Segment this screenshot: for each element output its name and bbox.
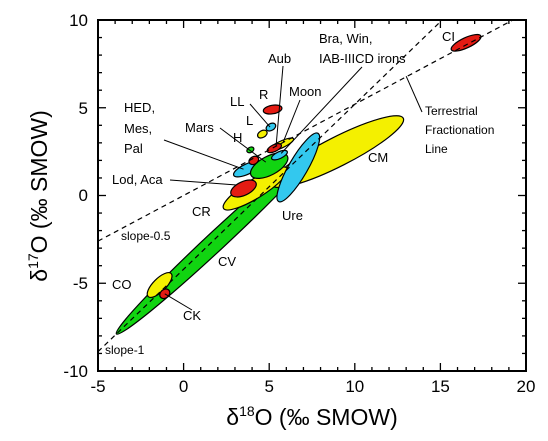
label-slope-1: slope-1 bbox=[105, 343, 145, 357]
label-moon: Moon bbox=[289, 84, 322, 99]
label-pal: Pal bbox=[124, 141, 143, 156]
label-hed: HED, bbox=[124, 100, 155, 115]
reference-lines-layer bbox=[98, 20, 515, 353]
leader-ck bbox=[164, 293, 193, 311]
y-tick-label: -5 bbox=[73, 274, 88, 293]
label-slope-0-5: slope-0.5 bbox=[121, 229, 171, 243]
region-lod-aca bbox=[230, 179, 257, 198]
label-ll: LL bbox=[230, 94, 244, 109]
leader-aub bbox=[275, 65, 284, 147]
leader-terrestrial bbox=[405, 75, 423, 113]
label-bra-win: Bra, Win, bbox=[319, 31, 372, 46]
region-r bbox=[262, 104, 283, 115]
x-tick-label: 20 bbox=[517, 377, 536, 396]
x-tick-label: 10 bbox=[345, 377, 364, 396]
region-ci bbox=[450, 33, 482, 52]
leader-bra-win bbox=[280, 66, 363, 154]
leader-hed bbox=[163, 139, 244, 170]
label-h: H bbox=[233, 130, 242, 145]
ticks-layer bbox=[97, 19, 527, 372]
slope-1-line bbox=[98, 20, 444, 353]
x-tick-label: 15 bbox=[431, 377, 450, 396]
label-l: L bbox=[246, 113, 253, 128]
regions-layer bbox=[115, 33, 482, 335]
leader-ll bbox=[249, 103, 271, 128]
label-cr: CR bbox=[192, 204, 211, 219]
y-tick-label: 0 bbox=[79, 186, 88, 205]
label-ci: CI bbox=[442, 29, 455, 44]
region-ure bbox=[276, 132, 321, 203]
x-tick-label: -5 bbox=[90, 377, 105, 396]
y-tick-label: 10 bbox=[69, 11, 88, 30]
label-co: CO bbox=[112, 277, 132, 292]
region-h bbox=[248, 155, 260, 166]
label-mes: Mes, bbox=[124, 121, 152, 136]
label-cm: CM bbox=[368, 150, 388, 165]
y-axis-title: δ17O (‰ SMOW) bbox=[25, 110, 52, 281]
region-l bbox=[256, 129, 268, 139]
x-tick-label: 5 bbox=[264, 377, 273, 396]
label-lod-aca: Lod, Aca bbox=[112, 172, 163, 187]
region-bra-win-iab-iiicd-irons bbox=[270, 149, 288, 161]
y-tick-label: -10 bbox=[63, 362, 88, 381]
label-aub: Aub bbox=[268, 51, 291, 66]
label-cv: CV bbox=[218, 254, 236, 269]
label-iab-irons: IAB-IIICD irons bbox=[319, 51, 406, 66]
x-tick-label: 0 bbox=[179, 377, 188, 396]
leader-lod bbox=[169, 179, 237, 186]
y-tick-label: 5 bbox=[79, 99, 88, 118]
label-line: Line bbox=[425, 142, 448, 156]
label-fractionation: Fractionation bbox=[425, 123, 494, 137]
label-r: R bbox=[259, 87, 268, 102]
plot-area-frame bbox=[97, 19, 527, 372]
leader-lines-layer bbox=[163, 65, 423, 311]
x-axis-title: δ18O (‰ SMOW) bbox=[226, 403, 397, 430]
label-mars: Mars bbox=[185, 120, 214, 135]
leader-mars bbox=[219, 127, 267, 163]
label-terrestrial: Terrestrial bbox=[425, 104, 478, 118]
label-ck: CK bbox=[183, 308, 201, 323]
leader-moon bbox=[282, 99, 301, 144]
label-ure: Ure bbox=[282, 208, 303, 223]
